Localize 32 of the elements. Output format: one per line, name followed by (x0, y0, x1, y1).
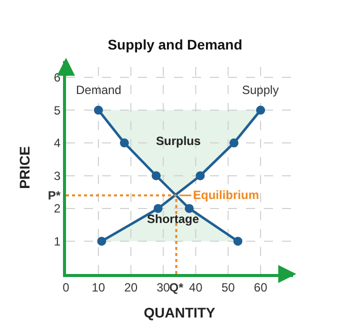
point (120, 138, 129, 148)
y-tick-label: 1 (54, 234, 61, 248)
point (233, 236, 242, 246)
chart-title: Supply and Demand (108, 36, 242, 53)
point (229, 138, 238, 148)
x-tick-label: 40 (189, 280, 203, 294)
x-axis-title: QUANTITY (144, 304, 216, 321)
x-tick-label: Q* (169, 280, 184, 294)
annotation: Surplus (156, 134, 201, 148)
x-tick-label: 50 (221, 280, 236, 294)
y-tick-label: 5 (54, 103, 61, 118)
series-label: Demand (76, 83, 122, 97)
point (196, 171, 205, 180)
point (97, 236, 106, 246)
annotation: Shortage (147, 212, 200, 226)
series-label: Supply (242, 83, 279, 97)
annotation: Equilibrium (193, 188, 259, 202)
point (256, 106, 266, 115)
x-tick-label: 20 (124, 280, 138, 294)
x-tick-label: 0 (62, 280, 70, 294)
x-tick-label: 30 (156, 280, 170, 294)
y-tick-label: P* (48, 188, 61, 203)
point (94, 106, 103, 115)
point (184, 204, 194, 213)
point (154, 204, 163, 213)
x-tick-label: 60 (254, 280, 268, 294)
x-tick-label: 10 (92, 280, 106, 294)
point (152, 171, 161, 180)
y-tick-label: 3 (54, 168, 61, 183)
y-tick-label: 2 (54, 202, 61, 216)
y-axis-title: PRICE (16, 146, 33, 189)
y-tick-label: 4 (54, 136, 61, 150)
